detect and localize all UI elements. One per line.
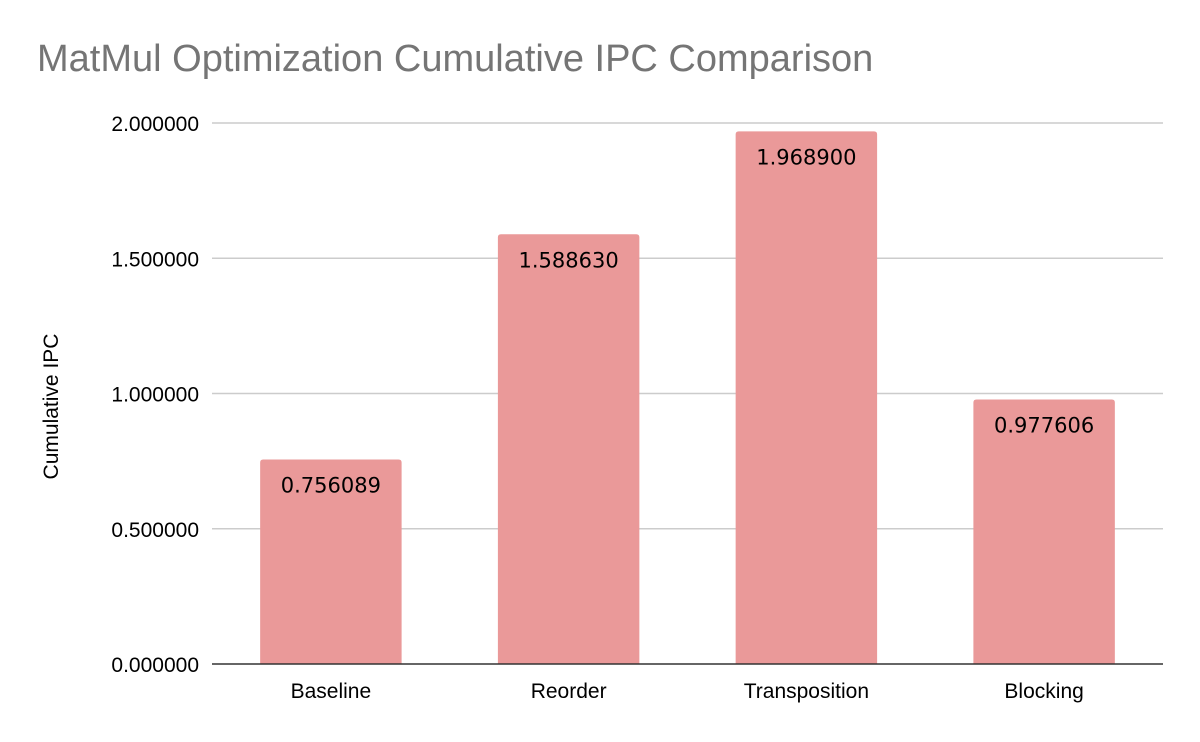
data-label: 0.756089 (281, 473, 381, 497)
y-tick-label: 1.500000 (111, 248, 199, 271)
x-category-label: Blocking (1004, 680, 1083, 703)
bar-transposition (735, 131, 878, 665)
chart-title: MatMul Optimization Cumulative IPC Compa… (37, 38, 874, 80)
bars (260, 131, 1115, 665)
y-axis-title: Cumulative IPC (40, 334, 63, 480)
x-axis-categories: Baseline Reorder Transposition Blocking (291, 680, 1084, 703)
data-labels: 0.756089 1.588630 1.968900 0.977606 (281, 145, 1094, 497)
bar-baseline (260, 459, 402, 664)
y-axis-ticks: 0.000000 0.500000 1.000000 1.500000 2.000000 (111, 113, 199, 677)
data-label: 1.968900 (756, 145, 856, 169)
data-label: 0.977606 (994, 414, 1094, 438)
x-category-label: Transposition (744, 680, 869, 703)
y-tick-label: 0.000000 (111, 654, 199, 677)
y-tick-label: 2.000000 (111, 113, 199, 136)
x-category-label: Baseline (291, 680, 372, 703)
x-category-label: Reorder (531, 680, 607, 703)
bar-blocking (973, 399, 1115, 664)
data-label: 1.588630 (519, 248, 619, 272)
y-tick-label: 0.500000 (111, 519, 199, 542)
bar-reorder (497, 234, 640, 665)
y-tick-label: 1.000000 (111, 384, 199, 407)
